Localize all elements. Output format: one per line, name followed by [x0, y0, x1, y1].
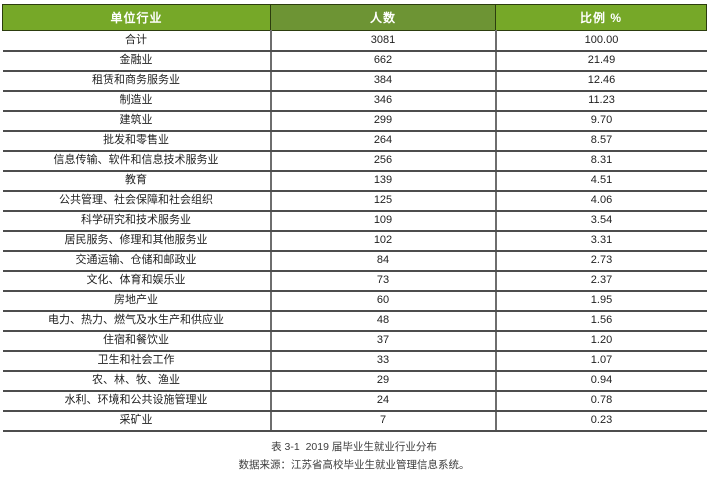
count-cell: 37 — [270, 330, 497, 352]
percent-cell: 1.95 — [495, 290, 707, 312]
industry-cell: 建筑业 — [2, 110, 272, 132]
table-row: 科学研究和技术服务业 109 3.54 — [2, 210, 707, 232]
count-cell: 662 — [270, 50, 497, 72]
count-cell: 256 — [270, 150, 497, 172]
industry-cell: 文化、体育和娱乐业 — [2, 270, 272, 292]
count-cell: 346 — [270, 90, 497, 112]
industry-cell: 采矿业 — [2, 410, 272, 432]
percent-cell: 21.49 — [495, 50, 707, 72]
percent-cell: 8.57 — [495, 130, 707, 152]
table-row: 住宿和餐饮业 37 1.20 — [2, 330, 707, 352]
header-percent: 比例 % — [495, 4, 707, 31]
table-row: 租赁和商务服务业 384 12.46 — [2, 70, 707, 92]
industry-cell: 合计 — [2, 30, 272, 52]
count-cell: 139 — [270, 170, 497, 192]
table-row: 合计 3081 100.00 — [2, 30, 707, 52]
percent-cell: 1.56 — [495, 310, 707, 332]
percent-cell: 2.73 — [495, 250, 707, 272]
percent-cell: 3.31 — [495, 230, 707, 252]
count-cell: 33 — [270, 350, 497, 372]
table-row: 采矿业 7 0.23 — [2, 410, 707, 432]
count-cell: 7 — [270, 410, 497, 432]
percent-cell: 2.37 — [495, 270, 707, 292]
count-cell: 73 — [270, 270, 497, 292]
header-count: 人数 — [270, 4, 496, 31]
table-row: 建筑业 299 9.70 — [2, 110, 707, 132]
industry-cell: 公共管理、社会保障和社会组织 — [2, 190, 272, 212]
table-row: 房地产业 60 1.95 — [2, 290, 707, 312]
count-cell: 264 — [270, 130, 497, 152]
percent-cell: 0.78 — [495, 390, 707, 412]
percent-cell: 0.94 — [495, 370, 707, 392]
count-cell: 299 — [270, 110, 497, 132]
table-row: 金融业 662 21.49 — [2, 50, 707, 72]
industry-cell: 卫生和社会工作 — [2, 350, 272, 372]
count-cell: 109 — [270, 210, 497, 232]
count-cell: 60 — [270, 290, 497, 312]
table-row: 信息传输、软件和信息技术服务业 256 8.31 — [2, 150, 707, 172]
industry-cell: 水利、环境和公共设施管理业 — [2, 390, 272, 412]
table-caption: 表 3-1 2019 届毕业生就业行业分布 — [271, 440, 437, 453]
table-row: 批发和零售业 264 8.57 — [2, 130, 707, 152]
table-row: 卫生和社会工作 33 1.07 — [2, 350, 707, 372]
header-industry: 单位行业 — [2, 4, 271, 31]
count-cell: 48 — [270, 310, 497, 332]
industry-cell: 电力、热力、燃气及水生产和供应业 — [2, 310, 272, 332]
count-cell: 3081 — [270, 30, 497, 52]
count-cell: 125 — [270, 190, 497, 212]
table-row: 农、林、牧、渔业 29 0.94 — [2, 370, 707, 392]
table-row: 交通运输、仓储和邮政业 84 2.73 — [2, 250, 707, 272]
table-header: 单位行业 人数 比例 % — [2, 4, 707, 31]
industry-cell: 金融业 — [2, 50, 272, 72]
industry-cell: 住宿和餐饮业 — [2, 330, 272, 352]
count-cell: 29 — [270, 370, 497, 392]
percent-cell: 100.00 — [495, 30, 707, 52]
industry-cell: 批发和零售业 — [2, 130, 272, 152]
percent-cell: 9.70 — [495, 110, 707, 132]
table-row: 水利、环境和公共设施管理业 24 0.78 — [2, 390, 707, 412]
industry-cell: 交通运输、仓储和邮政业 — [2, 250, 272, 272]
table-row: 教育 139 4.51 — [2, 170, 707, 192]
percent-cell: 1.20 — [495, 330, 707, 352]
count-cell: 24 — [270, 390, 497, 412]
industry-cell: 科学研究和技术服务业 — [2, 210, 272, 232]
table-row: 居民服务、修理和其他服务业 102 3.31 — [2, 230, 707, 252]
count-cell: 102 — [270, 230, 497, 252]
data-source-note: 数据来源：江苏省高校毕业生就业管理信息系统。 — [238, 458, 470, 471]
industry-cell: 制造业 — [2, 90, 272, 112]
percent-cell: 4.51 — [495, 170, 707, 192]
count-cell: 84 — [270, 250, 497, 272]
industry-distribution-table: 单位行业 人数 比例 % 合计 3081 100.00 金融业 662 21.49 租赁和商… — [2, 4, 707, 432]
industry-cell: 房地产业 — [2, 290, 272, 312]
percent-cell: 0.23 — [495, 410, 707, 432]
percent-cell: 3.54 — [495, 210, 707, 232]
percent-cell: 11.23 — [495, 90, 707, 112]
table-row: 电力、热力、燃气及水生产和供应业 48 1.56 — [2, 310, 707, 332]
industry-cell: 信息传输、软件和信息技术服务业 — [2, 150, 272, 172]
table-row: 文化、体育和娱乐业 73 2.37 — [2, 270, 707, 292]
percent-cell: 8.31 — [495, 150, 707, 172]
industry-cell: 租赁和商务服务业 — [2, 70, 272, 92]
percent-cell: 12.46 — [495, 70, 707, 92]
table-header-row: 单位行业 人数 比例 % — [2, 4, 707, 31]
percent-cell: 4.06 — [495, 190, 707, 212]
table-row: 制造业 346 11.23 — [2, 90, 707, 112]
percent-cell: 1.07 — [495, 350, 707, 372]
industry-cell: 居民服务、修理和其他服务业 — [2, 230, 272, 252]
industry-cell: 教育 — [2, 170, 272, 192]
count-cell: 384 — [270, 70, 497, 92]
table-body: 合计 3081 100.00 金融业 662 21.49 租赁和商务服务业 384 12.46 制… — [2, 30, 707, 432]
industry-cell: 农、林、牧、渔业 — [2, 370, 272, 392]
table-row: 公共管理、社会保障和社会组织 125 4.06 — [2, 190, 707, 212]
